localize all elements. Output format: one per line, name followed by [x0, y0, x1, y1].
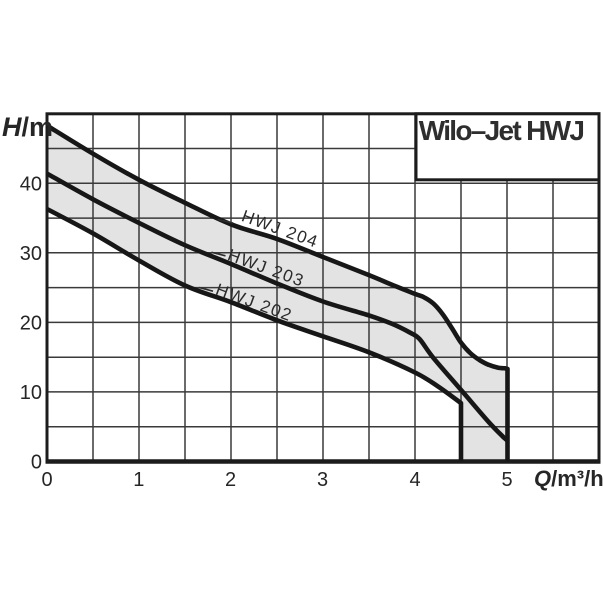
svg-text:3: 3	[317, 469, 328, 491]
svg-text:10: 10	[20, 382, 42, 404]
svg-text:40: 40	[20, 173, 42, 195]
svg-text:30: 30	[20, 243, 42, 265]
svg-text:2: 2	[225, 469, 236, 491]
svg-text:1: 1	[133, 469, 144, 491]
svg-text:H/m: H/m	[2, 112, 53, 142]
svg-text:Wilo–Jet HWJ: Wilo–Jet HWJ	[419, 115, 584, 146]
svg-text:5: 5	[501, 469, 512, 491]
svg-text:0: 0	[41, 469, 52, 491]
svg-text:0: 0	[31, 452, 42, 474]
svg-text:Q/m³/h: Q/m³/h	[534, 466, 603, 491]
svg-text:4: 4	[409, 469, 420, 491]
svg-text:20: 20	[20, 312, 42, 334]
